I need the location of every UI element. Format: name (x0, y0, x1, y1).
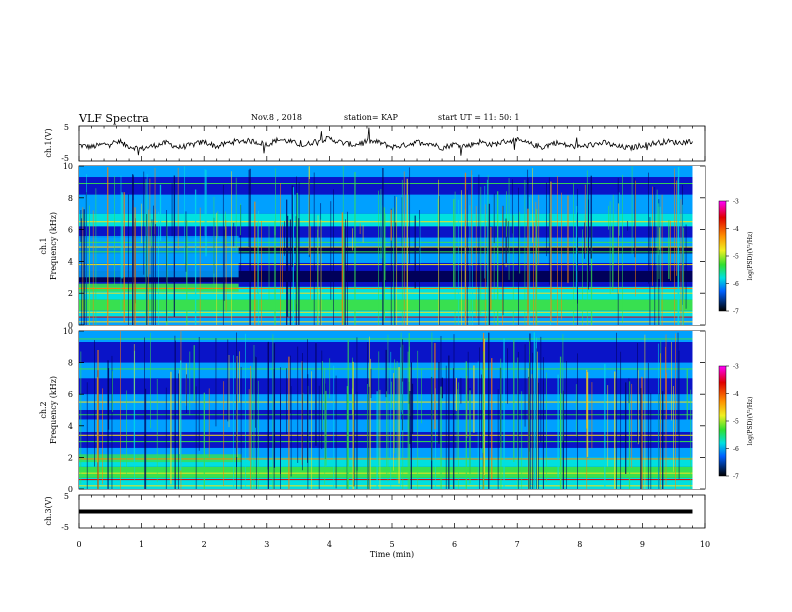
colorbar-tick-label: -4 (733, 226, 739, 233)
time-tick-label: 3 (264, 540, 269, 549)
ch3-ytick-bottom: -5 (61, 523, 69, 532)
time-tick-label: 0 (76, 540, 81, 549)
colorbar-tick-label: -5 (733, 254, 739, 261)
station-label: station= KAP (344, 113, 398, 122)
spectrogram-band (79, 177, 693, 195)
time-tick-label: 5 (389, 540, 394, 549)
time-axis-label: Time (min) (370, 550, 414, 559)
frequency-tick-label: 8 (68, 194, 73, 203)
frequency-tick-label: 0 (68, 321, 73, 330)
spectrogram-band (79, 419, 693, 433)
ch1-waveform-line (78, 127, 693, 156)
ch2-frequency-label: Frequency (kHz) (49, 376, 58, 444)
spectrogram-band (79, 310, 693, 318)
start-time-label: start UT = 11: 50: 1 (438, 113, 520, 122)
ch1-trace (78, 127, 693, 156)
frequency-tick-label: 2 (68, 289, 73, 298)
ch2-spectrogram-panel: 0 2 4 6 8 10 ch.2 Frequency (kHz) (39, 327, 706, 494)
ch1-waveform-frame (78, 125, 706, 162)
spectrogram-band (79, 282, 693, 287)
frequency-tick-label: 8 (68, 359, 73, 368)
spectrogram-band (79, 226, 693, 238)
colorbar-tick-label: -7 (733, 474, 739, 481)
ch1-spectrogram-image (79, 166, 705, 325)
colorbar-tick-label: -3 (733, 199, 739, 206)
ch1-frequency-axis: 0 2 4 6 8 10 (63, 162, 705, 330)
figure-title: VLF Spectra (79, 112, 149, 125)
spectrogram-band (79, 299, 693, 311)
frequency-tick-label: 2 (68, 453, 73, 462)
time-tick-label: 8 (577, 540, 582, 549)
spectrogram-band (79, 213, 693, 227)
ch1-colorbar: -3 -4 -5 -6 -7 log(PSD)(V²/Hz) (718, 199, 754, 316)
ch1-spectrogram-panel: 0 2 4 6 8 10 ch.1 Frequency (kHz) (39, 162, 706, 330)
spectrogram-band (79, 166, 693, 178)
frequency-tick-label: 4 (68, 422, 73, 431)
colorbar-tick-label: -7 (733, 309, 739, 316)
spectrogram-band (79, 477, 693, 489)
ch1-ytick-bottom: -5 (61, 154, 69, 163)
frequency-tick-label: 4 (68, 257, 73, 266)
frequency-tick-label: 6 (68, 226, 73, 235)
ch1-spectrogram-ylabel: ch.1 (39, 237, 48, 254)
ch1-waveform-panel: 5 -5 ch.1(V) (44, 123, 706, 163)
ch2-colorbar-label: log(PSD)(V²/Hz) (747, 397, 754, 446)
ch3-waveform-ylabel: ch.3(V) (44, 496, 53, 525)
spectrogram-band (79, 447, 693, 458)
spectrogram-band (79, 466, 693, 478)
spectrogram-band (79, 331, 693, 343)
ch2-spectrogram-image (79, 331, 705, 489)
colorbar-tick-label: -6 (733, 281, 739, 288)
colorbar-tick-label: -3 (733, 364, 739, 371)
ch1-ticks (78, 126, 706, 161)
ch2-colorbar-gradient (718, 365, 727, 477)
time-tick-label: 9 (640, 540, 645, 549)
ch1-ytick-top: 5 (64, 123, 69, 132)
time-axis: 0 1 2 3 4 5 6 7 8 9 10 (76, 540, 710, 549)
ch3-ticks (78, 495, 706, 528)
spectrogram-early-band (79, 454, 242, 463)
spectrogram-empty-tail (692, 331, 705, 489)
spectrogram-band (79, 253, 693, 263)
ch1-colorbar-gradient (718, 200, 727, 312)
colorbar-tick-label: -4 (733, 391, 739, 398)
ch2-frequency-axis: 0 2 4 6 8 10 (63, 327, 705, 494)
ch1-waveform-ylabel: ch.1(V) (44, 128, 53, 157)
time-tick-label: 2 (202, 540, 207, 549)
spectrogram-empty-tail (692, 166, 705, 325)
ch1-colorbar-label: log(PSD)(V²/Hz) (747, 232, 754, 281)
spectrogram-band (79, 432, 693, 448)
spectrogram-band (79, 270, 693, 283)
time-tick-label: 7 (515, 540, 520, 549)
ch1-frequency-label: Frequency (kHz) (49, 212, 58, 280)
frequency-tick-label: 6 (68, 390, 73, 399)
time-tick-label: 1 (139, 540, 144, 549)
spectrogram-band (79, 194, 693, 214)
spectrogram-band (79, 457, 693, 467)
ch1-colorbar-ticks: -3 -4 -5 -6 -7 (726, 199, 739, 316)
ch3-waveform-panel: 5 -5 ch.3(V) (44, 492, 706, 532)
spectrogram-band (79, 317, 693, 325)
colorbar-tick-label: -6 (733, 446, 739, 453)
time-tick-label: 6 (452, 540, 457, 549)
frequency-tick-label: 10 (63, 327, 73, 336)
ch2-spectrogram-ylabel: ch.2 (39, 401, 48, 418)
date-label: Nov.8 , 2018 (251, 113, 303, 122)
time-tick-label: 4 (327, 540, 332, 549)
spectrogram-band (79, 262, 693, 271)
colorbar-tick-label: -5 (733, 419, 739, 426)
spectrogram-band (79, 247, 693, 254)
ch3-ytick-top: 5 (64, 492, 69, 501)
frequency-tick-label: 0 (68, 485, 73, 494)
frequency-tick-label: 10 (63, 162, 73, 171)
time-tick-label: 10 (700, 540, 710, 549)
ch2-colorbar: -3 -4 -5 -6 -7 log(PSD)(V²/Hz) (718, 364, 754, 481)
ch2-colorbar-ticks: -3 -4 -5 -6 -7 (726, 364, 739, 481)
